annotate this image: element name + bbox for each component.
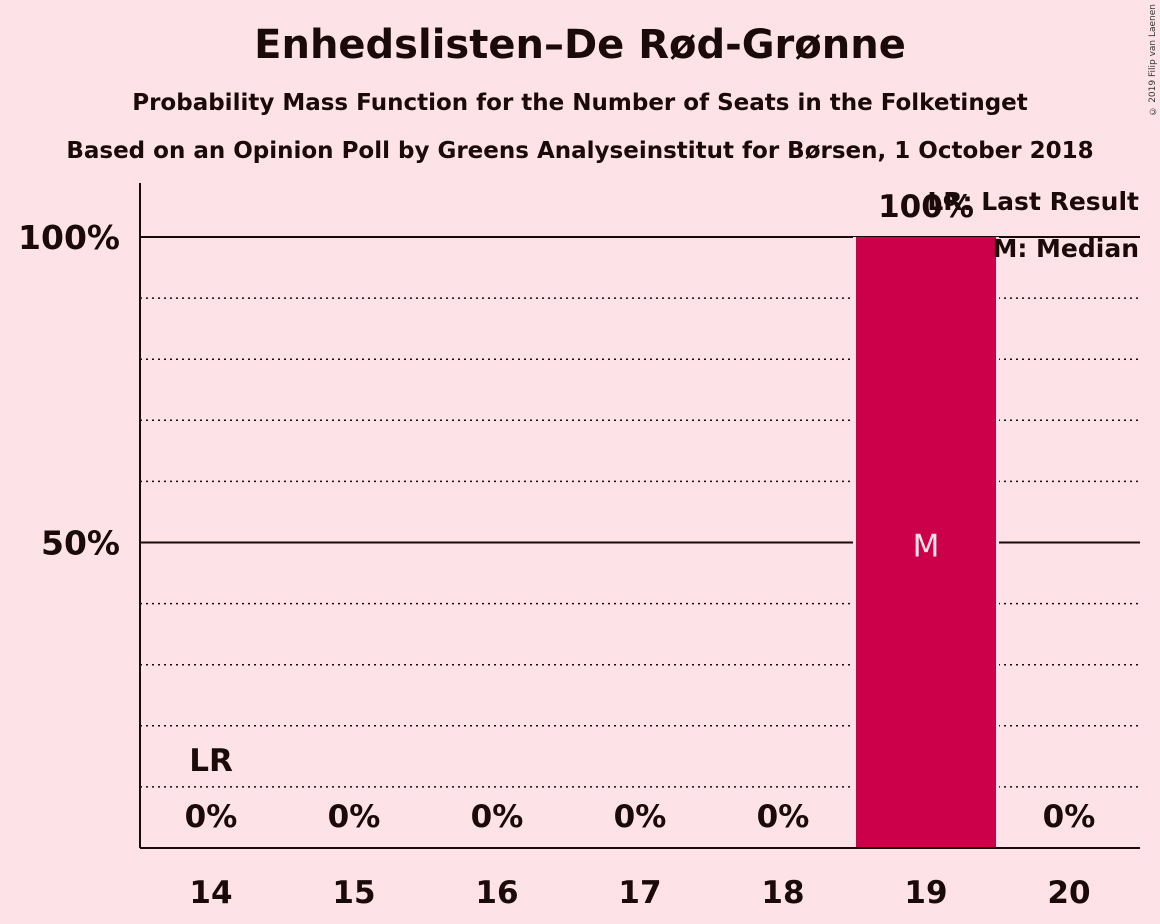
value-label: 0%: [757, 799, 810, 835]
bars: [853, 237, 999, 848]
value-label: 0%: [1043, 799, 1096, 835]
x-tick-label: 16: [475, 875, 518, 911]
legend-entry: LR: Last Result: [927, 187, 1139, 216]
x-tick-label: 19: [904, 875, 947, 911]
chart-subtitle: Probability Mass Function for the Number…: [132, 90, 1028, 116]
x-tick-label: 18: [761, 875, 804, 911]
axes: [139, 183, 1140, 849]
value-label: 0%: [614, 799, 667, 835]
bar-19: [856, 237, 996, 848]
y-tick-label: 100%: [18, 218, 120, 257]
chart-subtitle-source: Based on an Opinion Poll by Greens Analy…: [66, 138, 1094, 164]
legend-entry: M: Median: [992, 234, 1139, 263]
y-tick-label: 50%: [41, 524, 120, 563]
value-label: 0%: [185, 799, 238, 835]
value-label: 0%: [328, 799, 381, 835]
median-marker: M: [913, 529, 940, 565]
x-tick-label: 17: [618, 875, 661, 911]
value-label: 100%: [878, 189, 974, 225]
x-tick-label: 15: [332, 875, 375, 911]
x-tick-label: 20: [1047, 875, 1090, 911]
last-result-marker: LR: [189, 743, 233, 779]
chart-title: Enhedslisten–De Rød-Grønne: [254, 22, 906, 68]
value-label: 0%: [471, 799, 524, 835]
x-tick-label: 14: [189, 875, 232, 911]
labels: 50% 100% 14 0% LR 15 0% 16 0% 17 0% 18 0% 19 100% M 20 0%…: [18, 187, 1139, 911]
